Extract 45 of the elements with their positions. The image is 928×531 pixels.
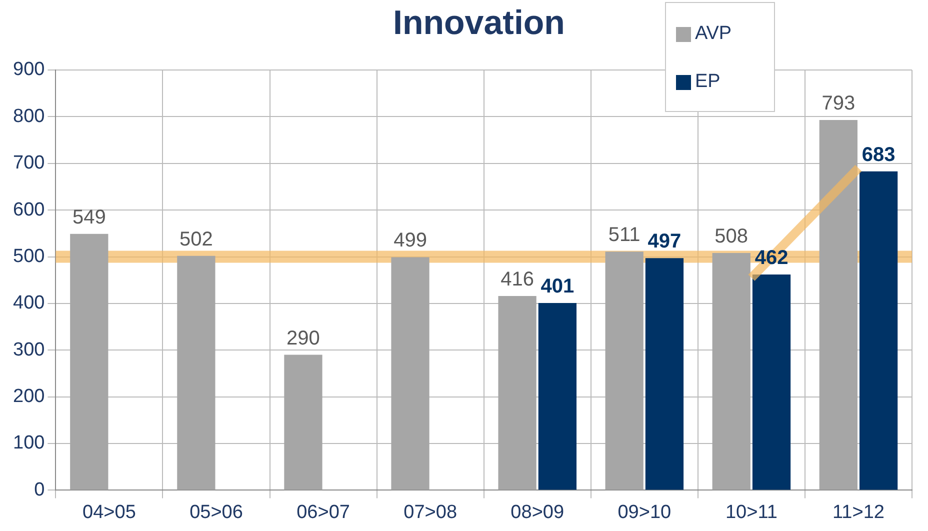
y-tick-label: 800 [13, 106, 45, 127]
bar [752, 274, 791, 490]
x-tick-label: 10>11 [725, 502, 778, 523]
x-tick-label: 06>07 [296, 502, 350, 523]
y-tick-label: 900 [13, 59, 45, 80]
bar [538, 302, 577, 490]
bar [498, 296, 536, 490]
bar [284, 354, 322, 490]
x-tick-label: 04>05 [82, 502, 136, 523]
y-tick-label: 300 [13, 339, 45, 360]
legend-label: EP [694, 71, 722, 93]
data-label: 502 [180, 228, 213, 250]
x-tick-label: 05>06 [190, 502, 243, 523]
data-label: 416 [500, 268, 534, 290]
bar [645, 258, 684, 490]
y-tick-label: 200 [13, 386, 45, 408]
data-label: 290 [286, 327, 320, 350]
y-tick-label: 400 [13, 292, 45, 314]
bar [859, 171, 898, 490]
data-label: 793 [822, 92, 856, 114]
y-tick-label: 500 [13, 246, 45, 267]
bar [605, 252, 644, 490]
bar [70, 234, 108, 490]
x-tick-label: 09>10 [618, 502, 672, 523]
x-tick-label: 11>12 [832, 502, 884, 523]
data-label: 508 [714, 226, 748, 248]
chart-title: Innovation [393, 4, 565, 42]
bar [391, 257, 430, 490]
legend-label: AVP [694, 23, 733, 45]
data-label: 683 [862, 144, 896, 166]
x-tick-label: 08>09 [510, 502, 564, 523]
bar [712, 253, 750, 490]
data-label: 401 [540, 275, 574, 298]
data-label: 511 [608, 224, 640, 246]
data-label: 499 [394, 230, 427, 252]
data-label: 497 [648, 230, 682, 253]
bar [819, 120, 858, 490]
y-tick-label: 700 [13, 152, 45, 174]
y-tick-label: 600 [13, 199, 45, 220]
y-tick-label: 0 [34, 479, 45, 500]
x-tick-label: 07>08 [404, 502, 458, 523]
bar [177, 256, 216, 490]
y-tick-label: 100 [13, 432, 45, 454]
data-label: 462 [754, 247, 788, 270]
data-label: 549 [72, 206, 106, 228]
